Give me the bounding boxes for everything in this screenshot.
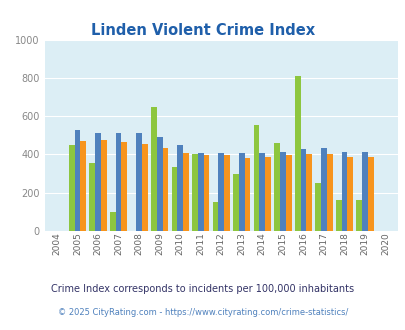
Bar — [356, 200, 361, 231]
Bar — [156, 137, 162, 231]
Bar — [326, 154, 332, 231]
Bar — [142, 144, 147, 231]
Bar — [361, 151, 367, 231]
Bar — [238, 153, 244, 231]
Bar — [89, 163, 95, 231]
Bar — [320, 148, 326, 231]
Bar — [224, 155, 229, 231]
Bar — [279, 152, 285, 231]
Bar — [95, 133, 101, 231]
Bar — [177, 145, 183, 231]
Bar — [203, 155, 209, 231]
Bar — [300, 149, 305, 231]
Bar — [171, 167, 177, 231]
Bar — [101, 140, 107, 231]
Bar — [121, 142, 127, 231]
Bar — [244, 158, 250, 231]
Bar — [183, 153, 188, 231]
Bar — [136, 133, 142, 231]
Bar — [347, 157, 352, 231]
Bar — [253, 125, 259, 231]
Bar — [335, 200, 341, 231]
Bar — [305, 154, 311, 231]
Bar — [151, 107, 156, 231]
Text: Crime Index corresponds to incidents per 100,000 inhabitants: Crime Index corresponds to incidents per… — [51, 284, 354, 294]
Bar — [162, 148, 168, 231]
Bar — [75, 130, 80, 231]
Bar — [264, 157, 270, 231]
Text: © 2025 CityRating.com - https://www.cityrating.com/crime-statistics/: © 2025 CityRating.com - https://www.city… — [58, 308, 347, 317]
Bar — [341, 152, 347, 231]
Bar — [285, 155, 291, 231]
Bar — [212, 202, 218, 231]
Bar — [192, 154, 197, 231]
Bar — [259, 153, 264, 231]
Bar — [274, 143, 279, 231]
Bar — [315, 183, 320, 231]
Bar — [218, 153, 224, 231]
Text: Linden Violent Crime Index: Linden Violent Crime Index — [91, 23, 314, 38]
Bar — [367, 157, 373, 231]
Bar — [69, 145, 75, 231]
Bar — [232, 174, 238, 231]
Bar — [294, 76, 300, 231]
Bar — [115, 133, 121, 231]
Bar — [80, 141, 86, 231]
Bar — [110, 212, 115, 231]
Bar — [197, 153, 203, 231]
